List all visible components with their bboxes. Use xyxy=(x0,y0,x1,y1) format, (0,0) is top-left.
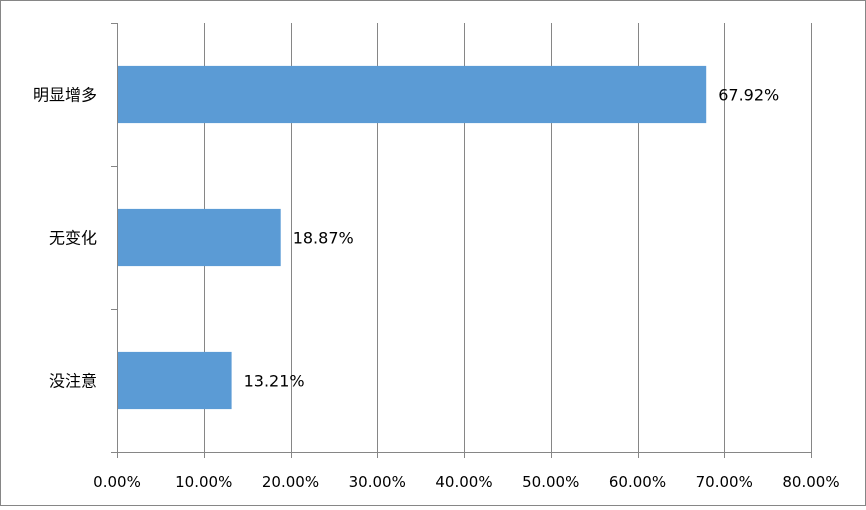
bar xyxy=(118,65,707,124)
category-label: 无变化 xyxy=(49,229,97,248)
bars xyxy=(118,65,707,410)
x-tick-label: 40.00% xyxy=(435,473,492,491)
x-tick-label: 70.00% xyxy=(696,473,753,491)
x-tick-label: 60.00% xyxy=(609,473,666,491)
category-label: 没注意 xyxy=(49,372,97,391)
x-tick-label: 0.00% xyxy=(93,473,141,491)
data-label: 67.92% xyxy=(718,86,779,105)
x-tick-label: 50.00% xyxy=(522,473,579,491)
x-tick-label: 10.00% xyxy=(175,473,232,491)
data-label: 18.87% xyxy=(293,229,354,248)
axes xyxy=(111,23,812,458)
x-tick-label: 80.00% xyxy=(782,473,839,491)
labels: 0.00% 10.00% 20.00% 30.00% 40.00% 50.00% 60.00… xyxy=(33,86,840,492)
x-tick-label: 30.00% xyxy=(349,473,406,491)
bar xyxy=(118,208,281,267)
data-label: 13.21% xyxy=(244,372,305,391)
category-label: 明显增多 xyxy=(33,86,97,105)
x-tick-label: 20.00% xyxy=(262,473,319,491)
bar xyxy=(118,351,232,410)
